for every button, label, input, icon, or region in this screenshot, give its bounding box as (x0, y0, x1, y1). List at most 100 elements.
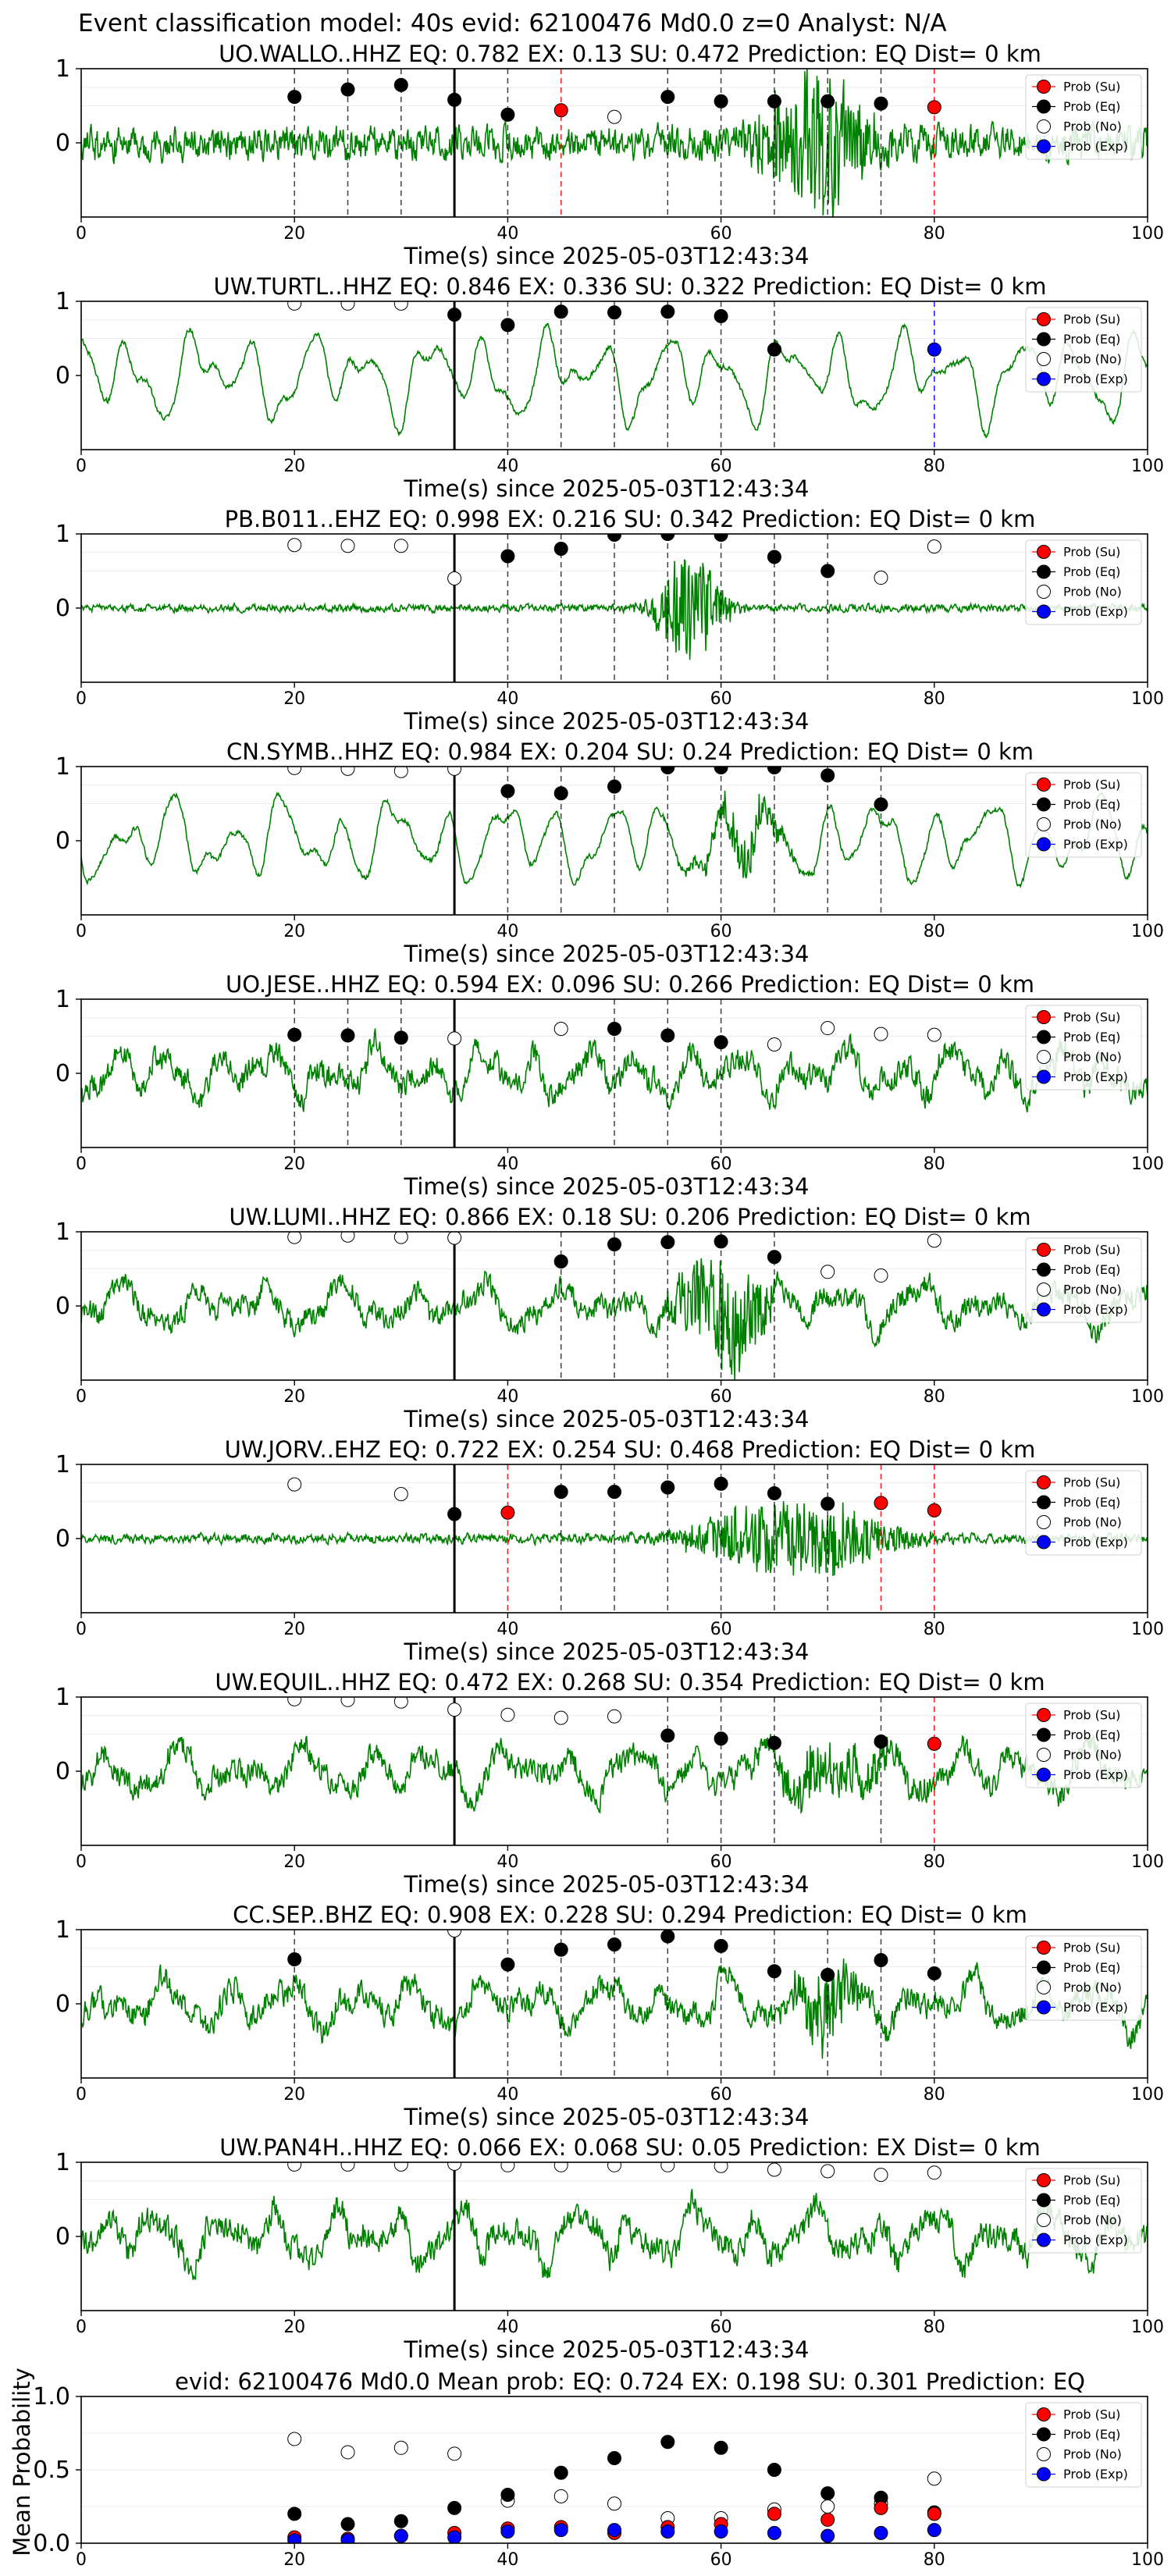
prob-point-no (927, 2165, 941, 2180)
plot-area (81, 1697, 1148, 1845)
panel-title: UW.EQUIL..HHZ EQ: 0.472 EX: 0.268 SU: 0.… (215, 1669, 1045, 1695)
legend-label-no: Prob (No) (1063, 352, 1122, 367)
prob-point-no (340, 1232, 355, 1243)
legend-label-su: Prob (Su) (1063, 312, 1120, 327)
panel-3: PB.B011..EHZ EQ: 0.998 EX: 0.216 SU: 0.3… (55, 506, 1164, 735)
plot-area (81, 1232, 1148, 1380)
panel-title: UW.JORV..EHZ EQ: 0.722 EX: 0.254 SU: 0.4… (225, 1436, 1036, 1463)
mean-prob-point-exp (340, 2533, 355, 2543)
y-tick-label: 0 (55, 1525, 70, 1553)
x-tick-label: 0 (76, 2550, 87, 2570)
prob-point-su (500, 1505, 515, 1520)
legend-label-eq: Prob (Eq) (1063, 2427, 1120, 2442)
prob-point-su (553, 103, 568, 118)
prob-point-no (340, 2162, 355, 2172)
prob-point-eq (660, 534, 675, 541)
legend-label-no: Prob (No) (1063, 119, 1122, 134)
mean-prob-point-exp (820, 2528, 835, 2543)
panel-title: UW.PAN4H..HHZ EQ: 0.066 EX: 0.068 SU: 0.… (219, 2134, 1041, 2161)
prob-point-eq (553, 1254, 568, 1268)
x-tick-label: 60 (710, 2318, 732, 2337)
plot-area (81, 69, 1148, 217)
y-tick-label: 0 (55, 1060, 70, 1087)
legend-label-eq: Prob (Eq) (1063, 99, 1120, 114)
x-tick-label: 60 (710, 1620, 732, 1639)
legend-marker-no (1037, 1283, 1051, 1297)
legend-marker-eq (1037, 1727, 1051, 1742)
prob-point-no (393, 301, 408, 311)
x-tick-label: 40 (497, 1387, 518, 1407)
panel-5: UO.JESE..HHZ EQ: 0.594 EX: 0.096 SU: 0.2… (55, 971, 1164, 1200)
legend-label-exp: Prob (Exp) (1063, 604, 1128, 619)
prob-point-eq (607, 1485, 621, 1500)
mean-prob-point-su (767, 2507, 781, 2521)
x-tick-label: 60 (710, 224, 732, 244)
legend-marker-eq (1037, 332, 1051, 347)
prob-point-eq (500, 784, 515, 799)
x-tick-label: 80 (924, 1155, 945, 1174)
legend-marker-no (1037, 2213, 1051, 2227)
prob-point-eq (820, 1967, 835, 1982)
legend-marker-eq (1037, 1960, 1051, 1975)
x-tick-label: 40 (497, 1620, 518, 1639)
panel-8: UW.EQUIL..HHZ EQ: 0.472 EX: 0.268 SU: 0.… (55, 1669, 1164, 1898)
panel-title: UW.LUMI..HHZ EQ: 0.866 EX: 0.18 SU: 0.20… (229, 1204, 1030, 1230)
mean-prob-point-no (447, 2446, 462, 2461)
y-tick-label: 1 (55, 1451, 70, 1478)
x-tick-label: 100 (1131, 1387, 1164, 1407)
legend-marker-su (1037, 2407, 1051, 2421)
x-axis-label: Time(s) since 2025-05-03T12:43:34 (404, 475, 810, 502)
mean-prob-point-exp (607, 2523, 621, 2538)
prob-point-no (607, 2162, 621, 2172)
prob-point-eq (287, 90, 302, 105)
prob-point-no (447, 767, 462, 776)
legend-box (1025, 772, 1142, 858)
legend-box (1025, 74, 1142, 160)
legend-marker-exp (1037, 2233, 1051, 2247)
plot-area (81, 767, 1148, 915)
y-tick-label: 1 (55, 986, 70, 1013)
prob-point-no (287, 1697, 302, 1706)
mean-prob-point-exp (500, 2524, 515, 2539)
prob-point-no (874, 2168, 888, 2183)
prob-point-eq (340, 1028, 355, 1043)
legend-marker-eq (1037, 797, 1051, 812)
prob-point-su (874, 1496, 888, 1510)
x-tick-label: 20 (283, 457, 305, 476)
x-axis-label: Time(s) since 2025-05-03T12:43:34 (404, 1406, 810, 1432)
y-tick-label: 1 (55, 55, 70, 83)
mean-prob-point-eq (340, 2517, 355, 2532)
prob-point-no (287, 1477, 302, 1492)
legend-box (1025, 539, 1142, 625)
y-tick-label: 1 (55, 1916, 70, 1944)
legend-marker-no (1037, 1515, 1051, 1529)
legend-marker-su (1037, 545, 1051, 559)
prob-point-no (447, 1930, 462, 1937)
prob-point-eq (553, 786, 568, 801)
legend-label-su: Prob (Su) (1063, 1708, 1120, 1723)
legend-marker-exp (1037, 837, 1051, 852)
legend-marker-no (1037, 352, 1051, 366)
prob-point-no (287, 538, 302, 553)
x-tick-label: 0 (76, 2318, 87, 2337)
waveform-trace (81, 1501, 1148, 1576)
prob-point-eq (660, 767, 675, 774)
prob-point-eq (393, 1030, 408, 1045)
mean-prob-point-no (927, 2471, 941, 2486)
x-axis-label: Time(s) since 2025-05-03T12:43:34 (404, 243, 810, 269)
prob-point-eq (607, 1237, 621, 1252)
legend-marker-no (1037, 2447, 1051, 2461)
y-axis-label: Mean Probability (9, 2368, 35, 2556)
legend-label-eq: Prob (Eq) (1063, 797, 1120, 812)
x-tick-label: 60 (710, 922, 732, 941)
prob-point-eq (820, 94, 835, 109)
legend-box (1025, 307, 1142, 393)
prob-point-no (393, 539, 408, 553)
panel-title: UW.TURTL..HHZ EQ: 0.846 EX: 0.336 SU: 0.… (214, 273, 1047, 300)
prob-point-eq (660, 1728, 675, 1743)
figure-suptitle: Event classification model: 40s evid: 62… (78, 9, 947, 37)
prob-point-no (553, 2162, 568, 2172)
x-tick-label: 40 (497, 1155, 518, 1174)
x-tick-label: 100 (1131, 224, 1164, 244)
legend-label-su: Prob (Su) (1063, 545, 1120, 560)
